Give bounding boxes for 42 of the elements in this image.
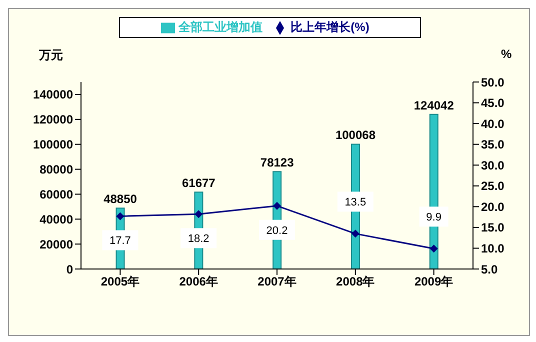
y-tick-label: 140000	[32, 88, 74, 102]
y2-tick-label: 10.0	[481, 241, 505, 256]
y2-tick-label: 15.0	[481, 220, 505, 235]
data-label: 78123	[260, 156, 294, 170]
point	[273, 202, 281, 210]
data-label: 124042	[414, 98, 454, 112]
y2-tick-label: 40.0	[481, 116, 505, 131]
data-label: 61677	[182, 176, 216, 190]
data-label: 17.7	[109, 235, 131, 248]
x-tick-label: 2007年	[258, 274, 296, 289]
y-tick-label: 80000	[40, 162, 74, 177]
data-label: 13.5	[344, 196, 366, 209]
y-tick-label: 120000	[32, 112, 74, 127]
point	[351, 230, 360, 238]
point	[430, 244, 438, 253]
x-tick-label: 2005年	[100, 274, 140, 289]
y2-tick-label: 25.0	[481, 179, 505, 194]
y-tick-label: 60000	[40, 187, 74, 202]
point	[116, 212, 124, 220]
legend-label: 全部工业增加值	[178, 20, 263, 34]
point	[194, 210, 203, 218]
data-label: 100068	[335, 128, 376, 142]
y-axis-title: 万元	[39, 47, 63, 64]
data-label: 48850	[104, 192, 138, 206]
y-tick-label: 20000	[40, 237, 74, 252]
y2-tick-label: 20.0	[481, 200, 505, 214]
y2-tick-label: 45.0	[481, 96, 505, 110]
y2-tick-label: 35.0	[481, 138, 505, 152]
y2-tick-label: 30.0	[481, 158, 505, 172]
y2-axis-title: %	[501, 47, 512, 61]
y-tick-label: 100000	[32, 138, 74, 152]
data-label: 20.2	[266, 224, 288, 237]
y-tick-label: 40000	[40, 212, 74, 226]
x-tick-label: 2006年	[179, 274, 218, 289]
x-tick-label: 2009年	[414, 274, 454, 289]
data-label: 18.2	[188, 233, 210, 246]
y2-tick-label: 5.0	[481, 262, 498, 276]
legend-label: 比上年增长(%)	[290, 20, 370, 34]
y-tick-label: 0	[66, 262, 74, 276]
y2-tick-label: 50.0	[481, 75, 505, 90]
data-label: 9.9	[426, 212, 442, 224]
x-tick-label: 2008年	[336, 274, 375, 289]
